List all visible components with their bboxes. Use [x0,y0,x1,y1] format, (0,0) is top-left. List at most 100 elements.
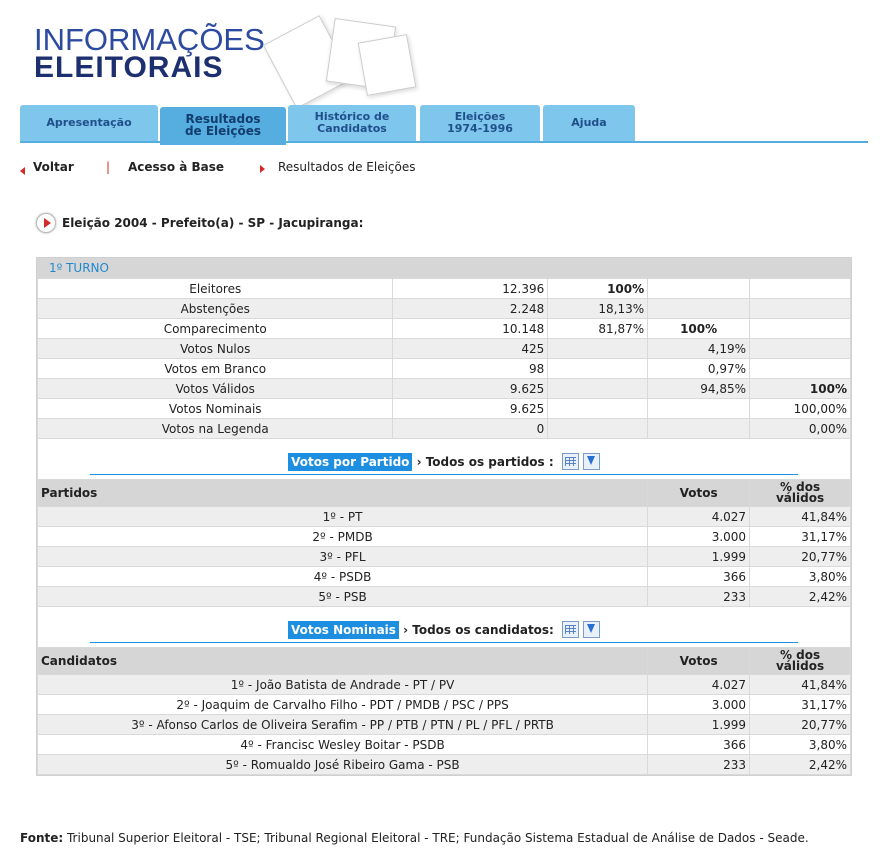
tab-historico[interactable]: Histórico de Candidatos [288,105,416,141]
party-name: 3º - PFL [36,546,649,567]
table-row: 3º - Afonso Carlos de Oliveira Serafim -… [36,714,851,735]
party-votes: 1.999 [647,546,751,567]
tab-label-line1: Resultados [185,112,261,126]
summary-pct: 100% [749,378,851,399]
column-header: % dos válidos [749,647,851,675]
summary-pct: 0,97% [647,358,751,379]
column-header: Partidos [36,479,649,507]
tab-label: Ajuda [571,116,607,129]
party-pct: 41,84% [749,506,851,527]
section-header: Votos por Partido › Todos os partidos : [38,453,850,471]
turno-header: 1º TURNO [37,258,851,278]
summary-pct [547,338,649,359]
summary-pct [749,338,851,359]
tab-eleicoes-1974-1996[interactable]: Eleições 1974-1996 [420,105,540,141]
tab-label-line1: Eleições [454,110,506,123]
source-text: Tribunal Superior Eleitoral - TSE; Tribu… [63,831,809,845]
table-header: Partidos Votos% dos válidos [36,479,851,507]
tab-label: Apresentação [46,116,132,129]
votos-partido-section: Votos por Partido › Todos os partidos : [37,439,851,479]
logo-line1: INFORMAÇÕES [34,22,265,57]
candidate-votes: 4.027 [647,674,751,695]
party-votes: 233 [647,586,751,607]
table-row: Votos na Legenda 0 0,00% [36,418,851,439]
table-header: Candidatos Votos% dos válidos [36,647,851,675]
summary-value: 425 [392,338,549,359]
column-header-line1: % dos [779,648,821,662]
summary-value: 12.396 [392,278,549,299]
candidate-pct: 3,80% [749,734,851,755]
summary-pct: 94,85% [647,378,751,399]
back-link[interactable]: Voltar [33,160,74,174]
page-title-text: Eleição 2004 - Prefeito(a) - SP - Jacupi… [62,216,364,230]
summary-label: Votos em Branco [36,358,394,379]
section-divider [90,642,798,643]
candidate-pct: 20,77% [749,714,851,735]
votos-nominais-badge[interactable]: Votos Nominais [287,621,399,639]
summary-value: 98 [392,358,549,379]
source-footer: Fonte: Tribunal Superior Eleitoral - TSE… [20,831,809,845]
candidate-name: 3º - Afonso Carlos de Oliveira Serafim -… [36,714,649,735]
tab-label: Histórico de Candidatos [315,111,390,135]
breadcrumb-arrow-icon [260,162,265,176]
party-votes: 366 [647,566,751,587]
source-label: Fonte: [20,831,64,845]
table-row: Eleitores 12.396 100% [36,278,851,299]
candidate-name: 5º - Romualdo José Ribeiro Gama - PSB [36,754,649,775]
summary-pct: 100% [647,318,751,339]
summary-pct [749,278,851,299]
candidate-votes: 233 [647,754,751,775]
download-icon[interactable] [582,453,600,470]
summary-pct [749,298,851,319]
logo-line2: ELEITORAIS [34,51,224,84]
party-pct: 31,17% [749,526,851,547]
tab-label-line2: Candidatos [317,122,387,135]
summary-pct [647,398,751,419]
party-pct: 3,80% [749,566,851,587]
party-votes: 3.000 [647,526,751,547]
table-row: 3º - PFL 1.999 20,77% [36,546,851,567]
download-icon[interactable] [583,621,601,638]
candidate-name: 1º - João Batista de Andrade - PT / PV [36,674,649,695]
breadcrumb-separator: | [106,160,111,174]
table-row: 5º - PSB 233 2,42% [36,586,851,607]
summary-pct: 18,13% [547,298,649,319]
column-header-line2: válidos [775,659,825,673]
summary-pct [749,318,851,339]
tab-apresentacao[interactable]: Apresentação [20,105,158,141]
tab-label-line2: de Eleições [184,124,262,138]
votos-nominais-section: Votos Nominais › Todos os candidatos: [37,607,851,647]
table-row: 4º - PSDB 366 3,80% [36,566,851,587]
table-row: Votos Nulos 425 4,19% [36,338,851,359]
section-label: › Todos os candidatos: [398,623,559,637]
candidate-pct: 2,42% [749,754,851,775]
summary-pct: 81,87% [547,318,649,339]
summary-value: 9.625 [392,378,549,399]
back-arrow-icon [20,164,25,178]
tab-ajuda[interactable]: Ajuda [543,105,635,141]
summary-value: 2.248 [392,298,549,319]
candidate-name: 2º - Joaquim de Carvalho Filho - PDT / P… [36,694,649,715]
table-row: Votos Válidos 9.625 94,85% 100% [36,378,851,399]
table-view-icon[interactable] [562,621,580,638]
votos-partido-badge[interactable]: Votos por Partido [288,453,413,471]
tab-label-line2: 1974-1996 [447,122,513,135]
summary-label: Votos Nominais [36,398,394,419]
table-row: Votos Nominais 9.625 100,00% [36,398,851,419]
party-name: 2º - PMDB [36,526,649,547]
candidate-pct: 31,17% [749,694,851,715]
summary-value: 0 [392,418,549,439]
table-row: Abstenções 2.248 18,13% [36,298,851,319]
base-link[interactable]: Acesso à Base [128,160,225,174]
summary-pct [647,298,751,319]
section-header: Votos Nominais › Todos os candidatos: [38,621,850,639]
summary-label: Abstenções [36,298,394,319]
summary-pct: 0,00% [749,418,851,439]
tab-resultados[interactable]: Resultados de Eleições [160,107,286,145]
summary-pct [547,378,649,399]
candidatos-table: Candidatos Votos% dos válidos 1º - João Ba… [36,647,851,775]
party-name: 5º - PSB [36,586,649,607]
table-row: 4º - Francisc Wesley Boitar - PSDB 366 3,8… [36,734,851,755]
party-pct: 20,77% [749,546,851,567]
table-view-icon[interactable] [561,453,579,470]
